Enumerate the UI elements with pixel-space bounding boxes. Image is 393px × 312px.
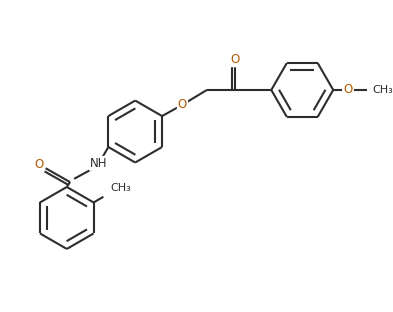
Text: O: O bbox=[35, 158, 44, 172]
Text: NH: NH bbox=[90, 157, 107, 170]
Text: O: O bbox=[231, 53, 240, 66]
Text: CH₃: CH₃ bbox=[110, 183, 131, 193]
Text: O: O bbox=[343, 84, 353, 96]
Text: CH₃: CH₃ bbox=[373, 85, 393, 95]
Text: O: O bbox=[178, 98, 187, 111]
